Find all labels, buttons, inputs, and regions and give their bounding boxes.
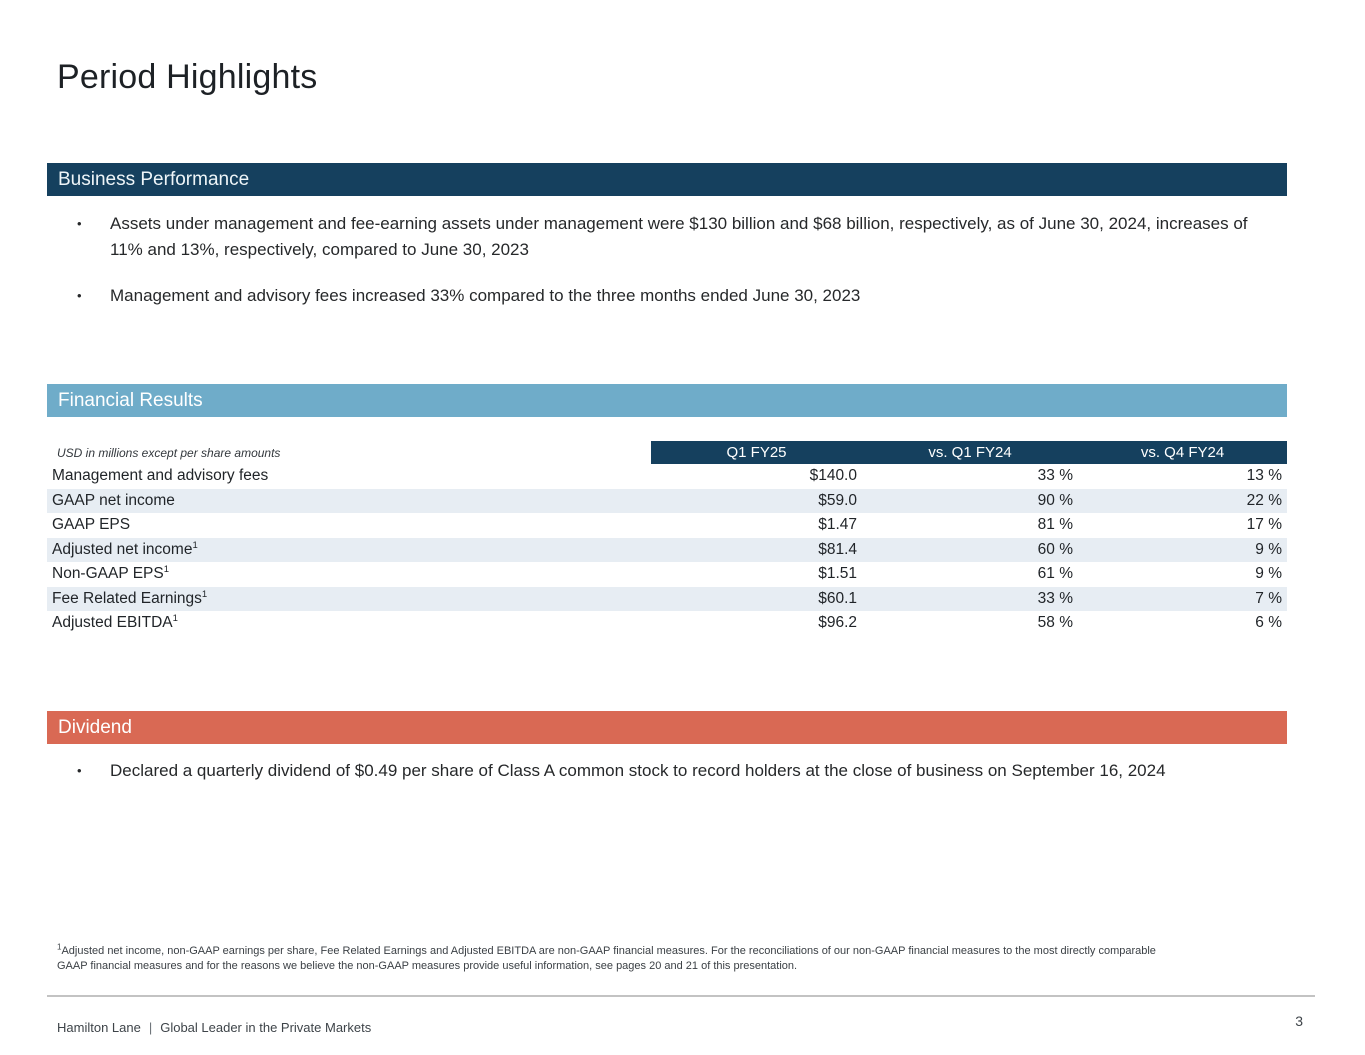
section-heading-label: Business Performance	[58, 169, 250, 190]
cell-value: $59.0	[651, 488, 862, 513]
footnote-text: Adjusted net income, non-GAAP earnings p…	[57, 945, 1156, 972]
table-row: GAAP EPS $1.47 81 % 17 %	[47, 513, 1287, 538]
cell-value: $60.1	[651, 586, 862, 611]
table-row: Fee Related Earnings1 $60.1 33 % 7 %	[47, 586, 1287, 611]
table-row: Adjusted net income1 $81.4 60 % 9 %	[47, 537, 1287, 562]
footer-brand: Hamilton Lane	[57, 1020, 141, 1035]
bullet-icon: •	[77, 763, 82, 778]
cell-value: $1.47	[818, 516, 857, 534]
cell-value: 60 %	[862, 537, 1078, 562]
footnote-superscript: 1	[57, 942, 62, 952]
cell-value: 61 %	[1037, 565, 1073, 583]
section-heading-label: Financial Results	[58, 390, 203, 411]
column-header-vs-q4fy24: vs. Q4 FY24	[1078, 441, 1287, 464]
cell-value: $81.4	[651, 537, 862, 562]
cell-value: 22 %	[1078, 488, 1287, 513]
row-label: GAAP net income	[47, 488, 651, 513]
bullet-icon: •	[77, 288, 82, 303]
table-caption: USD in millions except per share amounts	[57, 445, 281, 460]
bullet-text: Management and advisory fees increased 3…	[110, 286, 861, 305]
cell-value: 81 %	[1037, 516, 1073, 534]
cell-value: 9 %	[1078, 537, 1287, 562]
cell-value: 13 %	[1246, 467, 1282, 485]
column-header-q1fy25: Q1 FY25	[651, 441, 862, 464]
row-label: Non-GAAP EPS1	[52, 564, 170, 583]
business-performance-bullets: • Assets under management and fee-earnin…	[47, 211, 1287, 330]
cell-value: 17 %	[1246, 516, 1282, 534]
footer-tagline: Global Leader in the Private Markets	[160, 1020, 372, 1035]
row-label: Management and advisory fees	[52, 467, 269, 485]
section-header-business-performance: Business Performance	[47, 163, 1287, 196]
row-label: Fee Related Earnings1	[47, 586, 651, 611]
section-header-dividend: Dividend	[47, 711, 1287, 744]
cell-value: $140.0	[809, 467, 857, 485]
row-label: Adjusted EBITDA1	[52, 613, 178, 632]
page-title: Period Highlights	[57, 58, 318, 96]
bullet-icon: •	[77, 216, 82, 231]
cell-value: 6 %	[1255, 614, 1282, 632]
table-row: Management and advisory fees $140.0 33 %…	[47, 464, 1287, 489]
cell-value: 9 %	[1255, 565, 1282, 583]
page-number: 3	[1295, 1013, 1303, 1029]
section-heading-label: Dividend	[58, 717, 132, 738]
cell-value: $96.2	[818, 614, 857, 632]
list-item: • Management and advisory fees increased…	[47, 283, 1285, 309]
column-header-vs-q1fy24: vs. Q1 FY24	[862, 441, 1078, 464]
footnote: 1Adjusted net income, non-GAAP earnings …	[57, 942, 1189, 974]
list-item: • Assets under management and fee-earnin…	[47, 211, 1285, 262]
bullet-text: Declared a quarterly dividend of $0.49 p…	[110, 761, 1166, 780]
cell-value: $1.51	[818, 565, 857, 583]
cell-value: 58 %	[1037, 614, 1073, 632]
list-item: • Declared a quarterly dividend of $0.49…	[47, 758, 1285, 784]
cell-value: 90 %	[862, 488, 1078, 513]
financial-results-table: USD in millions except per share amounts…	[47, 441, 1287, 636]
cell-value: 33 %	[1037, 467, 1073, 485]
cell-value: 7 %	[1078, 586, 1287, 611]
table-header-row: USD in millions except per share amounts…	[47, 441, 1287, 464]
table-row: GAAP net income $59.0 90 % 22 %	[47, 488, 1287, 513]
footer-divider-line	[47, 995, 1315, 997]
row-label: Adjusted net income1	[47, 537, 651, 562]
table-row: Adjusted EBITDA1 $96.2 58 % 6 %	[47, 611, 1287, 636]
section-header-financial-results: Financial Results	[47, 384, 1287, 417]
table-row: Non-GAAP EPS1 $1.51 61 % 9 %	[47, 562, 1287, 587]
footer-pipe-divider: |	[148, 1020, 153, 1035]
row-label: GAAP EPS	[52, 516, 131, 534]
footer: Hamilton Lane | Global Leader in the Priva…	[57, 1020, 1309, 1035]
cell-value: 33 %	[862, 586, 1078, 611]
dividend-bullets: • Declared a quarterly dividend of $0.49…	[47, 758, 1287, 805]
bullet-text: Assets under management and fee-earning …	[110, 214, 1248, 259]
